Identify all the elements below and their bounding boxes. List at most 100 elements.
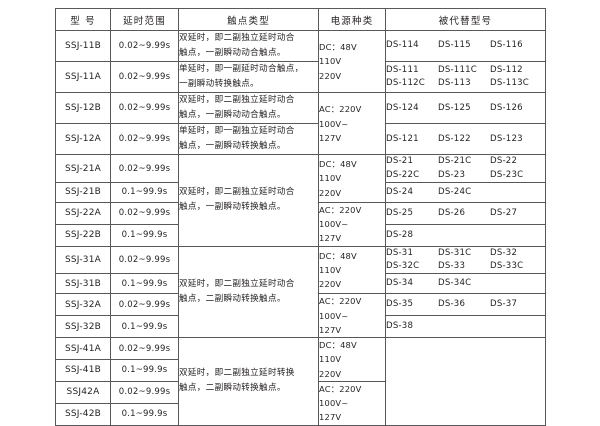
table-row: SSJ-32B 0.1~99.9s DS-38 bbox=[55, 315, 546, 339]
contact-type-line: 双延时，即二副独立延时动合 bbox=[179, 187, 295, 198]
cell-power-type: DC：48V 110V 220V bbox=[318, 337, 386, 382]
replaced-model-code: DS-33 bbox=[438, 260, 466, 271]
table-row: SSJ-21B 0.1~99.9s DS-24 DS-24C bbox=[55, 181, 546, 203]
table-row: SSJ-12A 0.02~9.99s 单延时，即一副独立延时动合 触点，一副瞬动转换触… bbox=[55, 123, 546, 156]
table-header: 型 号 延时范围 触点类型 电源种类 被代替型号 bbox=[55, 8, 546, 31]
replaced-model-code: DS-125 bbox=[438, 102, 471, 113]
cell-power-type: DC：48V 110V 220V bbox=[318, 245, 386, 295]
cell-replaced-model: DS-24 DS-24C bbox=[385, 181, 546, 203]
replaced-model-code: DS-114 bbox=[386, 40, 419, 51]
replaced-model-code: DS-113C bbox=[490, 78, 529, 89]
cell-model: SSJ-12A bbox=[55, 123, 111, 156]
cell-model: SSJ-42B bbox=[55, 402, 111, 426]
replaced-model-code bbox=[490, 320, 542, 333]
replaced-model-line: DS-124 DS-125 DS-126 bbox=[386, 102, 545, 115]
table-row: SSJ-21A 0.02~9.99s 双延时，即二副独立延时动合 触点，一副瞬动转换触… bbox=[55, 154, 546, 247]
replaced-model-code: DS-122 bbox=[438, 133, 471, 144]
contact-type-line: 双延时，即二副独立延时动合 bbox=[179, 33, 295, 43]
replaced-model-code: DS-112 bbox=[490, 64, 523, 75]
replaced-model-line: DS-121 DS-122 DS-123 bbox=[386, 133, 545, 146]
cell-delay-range: 0.02~9.99s bbox=[110, 337, 179, 360]
contact-type-line: 触点，一副瞬动动合触点。 bbox=[179, 48, 286, 59]
cell-power-type: DC：48V 110V 220V bbox=[318, 29, 386, 94]
table-row: SSJ-31B 0.1~99.9s DS-34 DS-34C bbox=[55, 273, 546, 295]
cell-model: SSJ-21A bbox=[55, 154, 111, 183]
header-cell-model: 型 号 bbox=[55, 8, 111, 31]
power-type-line: 220V bbox=[319, 279, 342, 290]
cell-model: SSJ-12B bbox=[55, 92, 111, 125]
cell-replaced-model: DS-25 DS-26 DS-27 bbox=[385, 201, 546, 225]
cell-replaced-model: DS-35 DS-36 DS-37 bbox=[385, 293, 546, 317]
contact-type-line: 触点，二副瞬动转换触点。 bbox=[179, 293, 286, 304]
cell-model: SSJ-31B bbox=[55, 273, 111, 295]
contact-type-line: 触点，二副瞬动转换触点。 bbox=[179, 383, 286, 394]
contact-type-line: 单延时，即一副独立延时动合 bbox=[179, 126, 295, 137]
replaced-model-line: DS-22C DS-23 DS-23C bbox=[386, 169, 545, 182]
header-cell-replaced-model: 被代替型号 bbox=[385, 8, 546, 31]
replaced-model-code: DS-123 bbox=[490, 133, 523, 144]
replaced-model-code bbox=[438, 229, 490, 242]
replaced-model-line: DS-114 DS-115 DS-116 bbox=[386, 39, 545, 52]
replaced-model-code: DS-113 bbox=[438, 78, 471, 89]
contact-type-line: 双延时，即二副独立延时动合 bbox=[179, 278, 295, 289]
cell-contact-type: 双延时，即二副独立延时动合 触点，一副瞬动转换触点。 bbox=[178, 154, 319, 247]
power-type-line: DC：48V bbox=[319, 340, 357, 351]
replaced-model-line: DS-32C DS-33 DS-33C bbox=[386, 260, 545, 273]
cell-delay-range: 0.1~99.9s bbox=[110, 402, 179, 426]
power-type-line: 127V bbox=[319, 412, 342, 423]
power-type-line: 100V~ bbox=[319, 310, 349, 321]
power-type-line: 100V~ bbox=[319, 118, 349, 129]
replaced-model-line: DS-34 DS-34C bbox=[386, 277, 545, 290]
cell-delay-range: 0.02~9.99s bbox=[110, 29, 179, 63]
cell-model: SSJ-41A bbox=[55, 337, 111, 360]
replaced-model-code: DS-33C bbox=[490, 260, 524, 271]
replaced-model-line: DS-24 DS-24C bbox=[386, 186, 545, 199]
replaced-model-code: DS-21C bbox=[438, 156, 472, 167]
replaced-model-line: DS-111 DS-111C DS-112 bbox=[386, 64, 545, 77]
replaced-model-code: DS-126 bbox=[490, 102, 523, 113]
cell-replaced-model bbox=[385, 337, 546, 426]
cell-model: SSJ-22A bbox=[55, 201, 111, 225]
cell-model: SSJ42A bbox=[55, 380, 111, 404]
power-type-line: 127V bbox=[319, 233, 342, 244]
cell-delay-range: 0.02~9.99s bbox=[110, 380, 179, 404]
cell-power-type: AC：220V 100V~ 127V bbox=[318, 380, 386, 426]
contact-type-line: 双延时，即二副独立延时转换 bbox=[179, 368, 295, 379]
table-row: SSJ-41B 0.1~99.9s bbox=[55, 358, 546, 382]
replaced-model-code: DS-24C bbox=[438, 186, 472, 197]
table-row: SSJ-41A 0.02~9.99s 双延时，即二副独立延时转换 触点，二副瞬动转换触… bbox=[55, 337, 546, 426]
replaced-model-code: DS-124 bbox=[386, 102, 419, 113]
cell-contact-type: 双延时，即二副独立延时动合 触点，一副瞬动动合触点。 bbox=[178, 92, 319, 125]
cell-replaced-model: DS-28 bbox=[385, 223, 546, 247]
replaced-model-code: DS-111 bbox=[386, 64, 419, 75]
replaced-model-code: DS-27 bbox=[490, 207, 518, 218]
power-type-line: 220V bbox=[319, 368, 342, 379]
power-type-line: 110V bbox=[319, 173, 342, 184]
contact-type-line: 单延时，即一副延时动合触点， bbox=[179, 64, 304, 75]
table-row: SSJ-31A 0.02~9.99s 双延时，即二副独立延时动合 触点，二副瞬动转换触… bbox=[55, 245, 546, 339]
power-type-line: AC：220V bbox=[319, 204, 362, 215]
replaced-model-code: DS-111C bbox=[438, 64, 477, 75]
power-type-line: 100V~ bbox=[319, 219, 349, 230]
replaced-model-code bbox=[490, 186, 542, 199]
power-type-line: 100V~ bbox=[319, 398, 349, 409]
replaced-model-code: DS-31 bbox=[386, 247, 414, 258]
cell-replaced-model: DS-121 DS-122 DS-123 bbox=[385, 123, 546, 156]
replaced-model-line: DS-31 DS-31C DS-32 bbox=[386, 247, 545, 260]
replaced-model-code: DS-22C bbox=[386, 169, 420, 180]
replaced-model-line: DS-35 DS-36 DS-37 bbox=[386, 298, 545, 311]
power-type-line: 220V bbox=[319, 187, 342, 198]
replaced-model-code bbox=[490, 277, 542, 290]
table-body: SSJ-11B 0.02~9.99s 双延时，即二副独立延时动合 触点，一副瞬动动合触… bbox=[55, 29, 546, 426]
cell-delay-range: 0.02~9.99s bbox=[110, 92, 179, 125]
power-type-line: AC：220V bbox=[319, 104, 362, 115]
cell-model: SSJ-32A bbox=[55, 293, 111, 317]
replaced-model-code: DS-21 bbox=[386, 156, 414, 167]
cell-power-type: AC：220V 100V~ 127V bbox=[318, 201, 386, 247]
table-row: SSJ-11A 0.02~9.99s 单延时，即一副延时动合触点， 一副瞬动转换触点。… bbox=[55, 61, 546, 94]
replaced-model-code: DS-115 bbox=[438, 40, 471, 51]
power-type-line: DC：48V bbox=[319, 42, 357, 53]
replaced-model-code: DS-36 bbox=[438, 299, 466, 310]
header-cell-delay-range: 延时范围 bbox=[110, 8, 179, 31]
replaced-model-code: DS-23C bbox=[490, 169, 524, 180]
